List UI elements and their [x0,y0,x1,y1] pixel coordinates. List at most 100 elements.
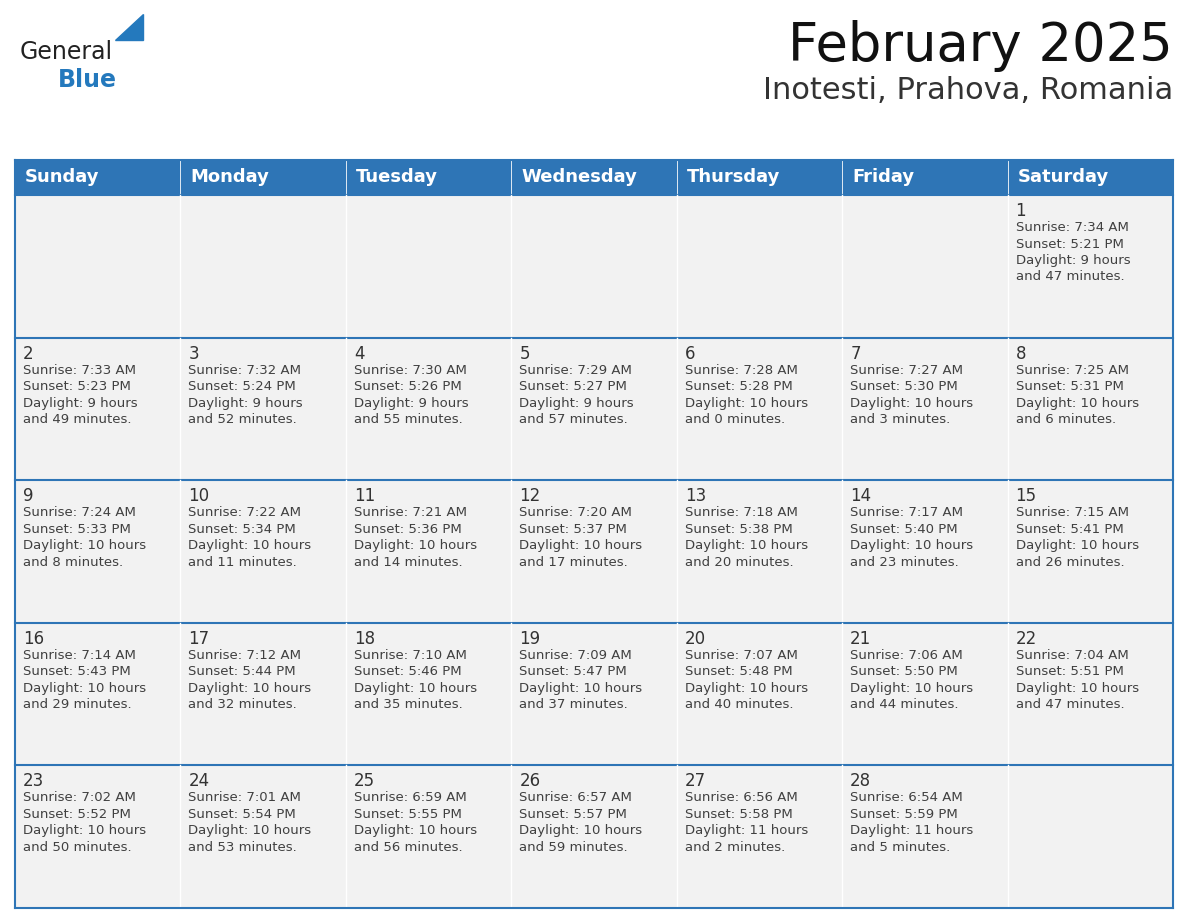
Bar [511,766,677,908]
Bar [1007,766,1173,908]
Polygon shape [115,14,143,40]
Bar [181,160,346,195]
Bar [346,622,511,766]
Text: Sunrise: 7:30 AM
Sunset: 5:26 PM
Daylight: 9 hours
and 55 minutes.: Sunrise: 7:30 AM Sunset: 5:26 PM Dayligh… [354,364,468,426]
Text: 11: 11 [354,487,375,505]
Text: 19: 19 [519,630,541,648]
Text: 27: 27 [684,772,706,790]
Text: 3: 3 [189,344,200,363]
Text: Sunrise: 7:32 AM
Sunset: 5:24 PM
Daylight: 9 hours
and 52 minutes.: Sunrise: 7:32 AM Sunset: 5:24 PM Dayligh… [189,364,303,426]
Text: Sunrise: 7:22 AM
Sunset: 5:34 PM
Daylight: 10 hours
and 11 minutes.: Sunrise: 7:22 AM Sunset: 5:34 PM Dayligh… [189,506,311,568]
Text: Tuesday: Tuesday [355,169,438,186]
Text: 21: 21 [851,630,871,648]
Text: Sunrise: 7:01 AM
Sunset: 5:54 PM
Daylight: 10 hours
and 53 minutes.: Sunrise: 7:01 AM Sunset: 5:54 PM Dayligh… [189,791,311,854]
Text: 23: 23 [23,772,44,790]
Bar [1007,160,1173,195]
Bar [842,766,1007,908]
Text: 24: 24 [189,772,209,790]
Bar [677,195,842,338]
Text: Saturday: Saturday [1017,169,1108,186]
Bar [181,338,346,480]
Bar [346,766,511,908]
Bar [511,160,677,195]
Bar [677,480,842,622]
Text: 26: 26 [519,772,541,790]
Text: 5: 5 [519,344,530,363]
Bar [677,160,842,195]
Bar [511,622,677,766]
Text: Sunrise: 6:57 AM
Sunset: 5:57 PM
Daylight: 10 hours
and 59 minutes.: Sunrise: 6:57 AM Sunset: 5:57 PM Dayligh… [519,791,643,854]
Text: 6: 6 [684,344,695,363]
Text: Monday: Monday [190,169,270,186]
Bar [842,195,1007,338]
Text: Sunrise: 7:20 AM
Sunset: 5:37 PM
Daylight: 10 hours
and 17 minutes.: Sunrise: 7:20 AM Sunset: 5:37 PM Dayligh… [519,506,643,568]
Text: Sunrise: 7:07 AM
Sunset: 5:48 PM
Daylight: 10 hours
and 40 minutes.: Sunrise: 7:07 AM Sunset: 5:48 PM Dayligh… [684,649,808,711]
Text: 7: 7 [851,344,860,363]
Bar [346,338,511,480]
Text: Sunrise: 6:56 AM
Sunset: 5:58 PM
Daylight: 11 hours
and 2 minutes.: Sunrise: 6:56 AM Sunset: 5:58 PM Dayligh… [684,791,808,854]
Text: Sunrise: 7:12 AM
Sunset: 5:44 PM
Daylight: 10 hours
and 32 minutes.: Sunrise: 7:12 AM Sunset: 5:44 PM Dayligh… [189,649,311,711]
Bar [181,622,346,766]
Bar [181,766,346,908]
Bar [346,195,511,338]
Bar [346,480,511,622]
Text: Sunrise: 7:17 AM
Sunset: 5:40 PM
Daylight: 10 hours
and 23 minutes.: Sunrise: 7:17 AM Sunset: 5:40 PM Dayligh… [851,506,973,568]
Bar [15,160,181,195]
Text: Sunrise: 7:28 AM
Sunset: 5:28 PM
Daylight: 10 hours
and 0 minutes.: Sunrise: 7:28 AM Sunset: 5:28 PM Dayligh… [684,364,808,426]
Text: 2: 2 [23,344,33,363]
Bar [1007,480,1173,622]
Text: 12: 12 [519,487,541,505]
Bar [15,622,181,766]
Text: 17: 17 [189,630,209,648]
Bar [15,195,181,338]
Text: 14: 14 [851,487,871,505]
Text: Sunrise: 7:34 AM
Sunset: 5:21 PM
Daylight: 9 hours
and 47 minutes.: Sunrise: 7:34 AM Sunset: 5:21 PM Dayligh… [1016,221,1130,284]
Text: Sunrise: 7:18 AM
Sunset: 5:38 PM
Daylight: 10 hours
and 20 minutes.: Sunrise: 7:18 AM Sunset: 5:38 PM Dayligh… [684,506,808,568]
Text: Friday: Friday [852,169,915,186]
Text: Sunrise: 7:14 AM
Sunset: 5:43 PM
Daylight: 10 hours
and 29 minutes.: Sunrise: 7:14 AM Sunset: 5:43 PM Dayligh… [23,649,146,711]
Text: 15: 15 [1016,487,1037,505]
Bar [677,766,842,908]
Bar [181,195,346,338]
Text: Inotesti, Prahova, Romania: Inotesti, Prahova, Romania [763,76,1173,105]
Text: Sunrise: 6:54 AM
Sunset: 5:59 PM
Daylight: 11 hours
and 5 minutes.: Sunrise: 6:54 AM Sunset: 5:59 PM Dayligh… [851,791,973,854]
Text: Sunrise: 7:21 AM
Sunset: 5:36 PM
Daylight: 10 hours
and 14 minutes.: Sunrise: 7:21 AM Sunset: 5:36 PM Dayligh… [354,506,478,568]
Bar [1007,195,1173,338]
Text: General: General [20,40,113,64]
Text: 8: 8 [1016,344,1026,363]
Text: 28: 28 [851,772,871,790]
Text: 4: 4 [354,344,365,363]
Text: February 2025: February 2025 [789,20,1173,72]
Bar [677,622,842,766]
Bar [677,338,842,480]
Text: 25: 25 [354,772,375,790]
Text: Sunrise: 7:04 AM
Sunset: 5:51 PM
Daylight: 10 hours
and 47 minutes.: Sunrise: 7:04 AM Sunset: 5:51 PM Dayligh… [1016,649,1138,711]
Text: Sunrise: 7:09 AM
Sunset: 5:47 PM
Daylight: 10 hours
and 37 minutes.: Sunrise: 7:09 AM Sunset: 5:47 PM Dayligh… [519,649,643,711]
Bar [346,160,511,195]
Text: Sunday: Sunday [25,169,100,186]
Bar [511,338,677,480]
Text: Thursday: Thursday [687,169,781,186]
Text: Sunrise: 7:15 AM
Sunset: 5:41 PM
Daylight: 10 hours
and 26 minutes.: Sunrise: 7:15 AM Sunset: 5:41 PM Dayligh… [1016,506,1138,568]
Bar [842,480,1007,622]
Text: Sunrise: 7:10 AM
Sunset: 5:46 PM
Daylight: 10 hours
and 35 minutes.: Sunrise: 7:10 AM Sunset: 5:46 PM Dayligh… [354,649,478,711]
Bar [1007,338,1173,480]
Bar [842,338,1007,480]
Text: 20: 20 [684,630,706,648]
Text: Sunrise: 7:24 AM
Sunset: 5:33 PM
Daylight: 10 hours
and 8 minutes.: Sunrise: 7:24 AM Sunset: 5:33 PM Dayligh… [23,506,146,568]
Text: Sunrise: 7:25 AM
Sunset: 5:31 PM
Daylight: 10 hours
and 6 minutes.: Sunrise: 7:25 AM Sunset: 5:31 PM Dayligh… [1016,364,1138,426]
Text: Sunrise: 7:02 AM
Sunset: 5:52 PM
Daylight: 10 hours
and 50 minutes.: Sunrise: 7:02 AM Sunset: 5:52 PM Dayligh… [23,791,146,854]
Text: Blue: Blue [58,68,116,92]
Bar [842,622,1007,766]
Bar [842,160,1007,195]
Text: 13: 13 [684,487,706,505]
Text: 9: 9 [23,487,33,505]
Text: 18: 18 [354,630,375,648]
Bar [15,338,181,480]
Bar [511,195,677,338]
Bar [511,480,677,622]
Text: 22: 22 [1016,630,1037,648]
Text: 1: 1 [1016,202,1026,220]
Text: Wednesday: Wednesday [522,169,637,186]
Bar [15,766,181,908]
